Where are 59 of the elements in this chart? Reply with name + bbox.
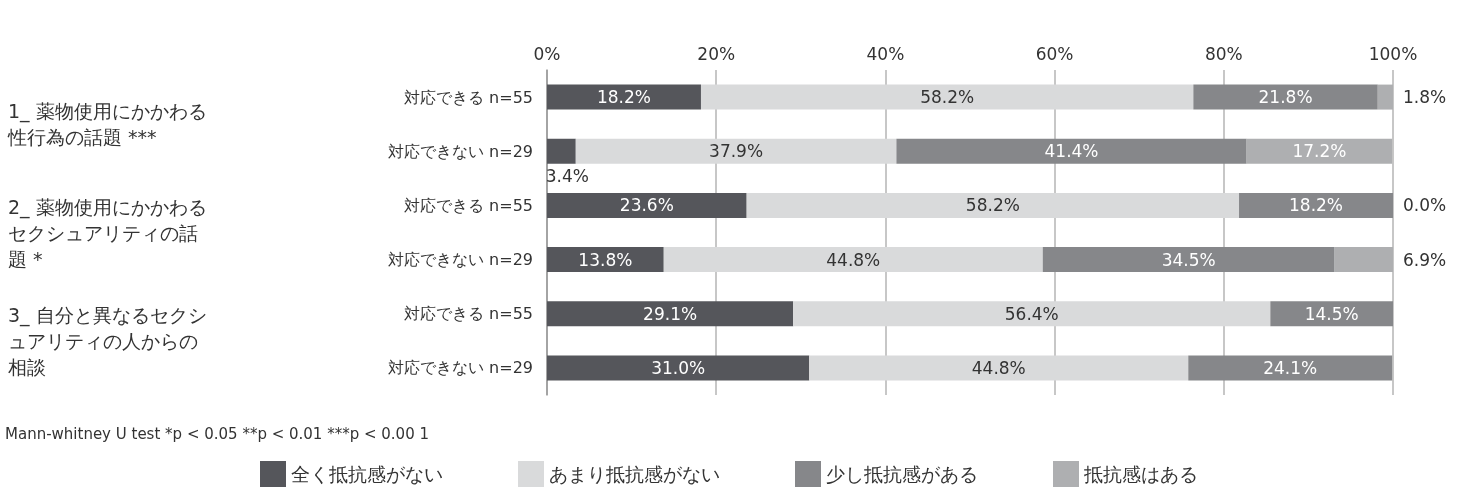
bar — [547, 192, 747, 218]
data-label: 14.5% — [1304, 303, 1359, 324]
data-label: 18.2% — [596, 87, 651, 108]
x-tick-label: 20% — [697, 43, 736, 64]
legend-label: 抵抗感はある — [1083, 463, 1198, 485]
bar — [896, 138, 1247, 164]
x-tick-label: 100% — [1368, 43, 1418, 64]
data-label: 24.1% — [1263, 357, 1318, 378]
data-label: 23.6% — [619, 195, 674, 216]
data-label: 44.8% — [826, 249, 881, 270]
bar — [547, 301, 794, 327]
legend-label: あまり抵抗感がない — [549, 463, 720, 485]
data-label: 21.8% — [1258, 87, 1313, 108]
bar — [809, 355, 1189, 381]
y-tick-label: 対応できない n=29 — [388, 358, 533, 378]
data-label: 58.2% — [965, 195, 1020, 216]
bar — [547, 84, 701, 110]
bar — [1193, 84, 1378, 110]
y-tick-label: 対応できる n=55 — [404, 304, 533, 324]
text: Mann-whitney U test *p < 0.05 **p < 0.01 ***p < 0.00 1 — [5, 424, 430, 443]
bar — [1042, 247, 1335, 273]
data-label: 0.0% — [1403, 195, 1447, 216]
data-label: 37.9% — [709, 141, 764, 162]
bar — [746, 192, 1240, 218]
data-label: 41.4% — [1044, 141, 1099, 162]
data-label: 31.0% — [651, 357, 706, 378]
text: 2_ 薬物使用にかかわるセクシュアリティの話題 * — [8, 195, 207, 270]
bar — [1270, 301, 1393, 327]
data-label: 56.4% — [1004, 303, 1059, 324]
data-label: 18.2% — [1289, 195, 1344, 216]
x-tick-label: 0% — [533, 43, 561, 64]
legend-label: 少し抵抗感がある — [826, 463, 978, 485]
x-tick-label: 40% — [866, 43, 905, 64]
data-label: 17.2% — [1292, 141, 1347, 162]
bar — [547, 355, 810, 381]
data-label: 44.8% — [971, 357, 1026, 378]
text: 3_ 自分と異なるセクシュアリティの人からの相談 — [8, 303, 207, 378]
y-tick-label: 対応できない n=29 — [388, 250, 533, 270]
y-tick-label: 対応できる n=55 — [404, 87, 533, 107]
bar — [700, 84, 1194, 110]
data-label: 6.9% — [1403, 249, 1447, 270]
bar — [1239, 192, 1393, 218]
data-label: 13.8% — [578, 249, 633, 270]
y-tick-label: 対応できない n=29 — [388, 141, 533, 161]
data-label: 1.8% — [1403, 87, 1447, 108]
bar — [793, 301, 1271, 327]
bar — [663, 247, 1043, 273]
data-label: 29.1% — [643, 303, 698, 324]
bar — [1188, 355, 1393, 381]
x-tick-label: 60% — [1035, 43, 1074, 64]
y-tick-label: 対応できる n=55 — [404, 195, 533, 215]
bar — [575, 138, 897, 164]
bar — [547, 138, 576, 164]
x-tick-label: 80% — [1204, 43, 1243, 64]
legend-label: 全く抵抗感がない — [291, 463, 443, 485]
data-label: 3.4% — [545, 166, 589, 187]
data-label: 58.2% — [920, 87, 975, 108]
text: 1_ 薬物使用にかかわる性行為の話題 *** — [7, 100, 207, 149]
data-label: 34.5% — [1161, 249, 1216, 270]
